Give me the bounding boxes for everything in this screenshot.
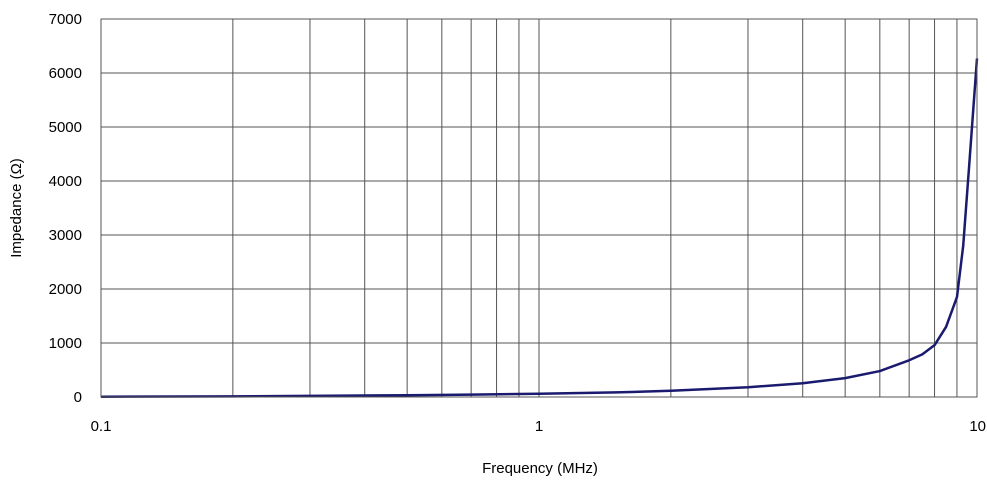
y-tick-label: 6000 — [49, 65, 82, 82]
y-tick-label: 3000 — [49, 227, 82, 244]
y-tick-label: 5000 — [49, 119, 82, 136]
y-tick-label: 7000 — [49, 11, 82, 28]
series-layer — [100, 58, 979, 398]
y-tick-label: 0 — [74, 389, 82, 406]
plot-frame — [100, 18, 978, 398]
y-tick-label: 1000 — [49, 335, 82, 352]
x-tick-label: 10 — [969, 418, 986, 435]
grid — [100, 18, 978, 398]
y-axis-ticks: 0 1000 2000 3000 4000 5000 6000 7000 — [49, 11, 82, 406]
y-tick-label: 4000 — [49, 173, 82, 190]
y-tick-label: 2000 — [49, 281, 82, 298]
y-axis-title: Impedance (Ω) — [8, 158, 25, 258]
x-tick-label: 0.1 — [91, 418, 112, 435]
x-axis-ticks: 0.1 1 10 — [91, 418, 986, 435]
plot-border — [100, 18, 978, 398]
x-tick-label: 1 — [535, 418, 543, 435]
impedance-curve — [100, 58, 979, 398]
x-axis-title: Frequency (MHz) — [482, 460, 598, 477]
